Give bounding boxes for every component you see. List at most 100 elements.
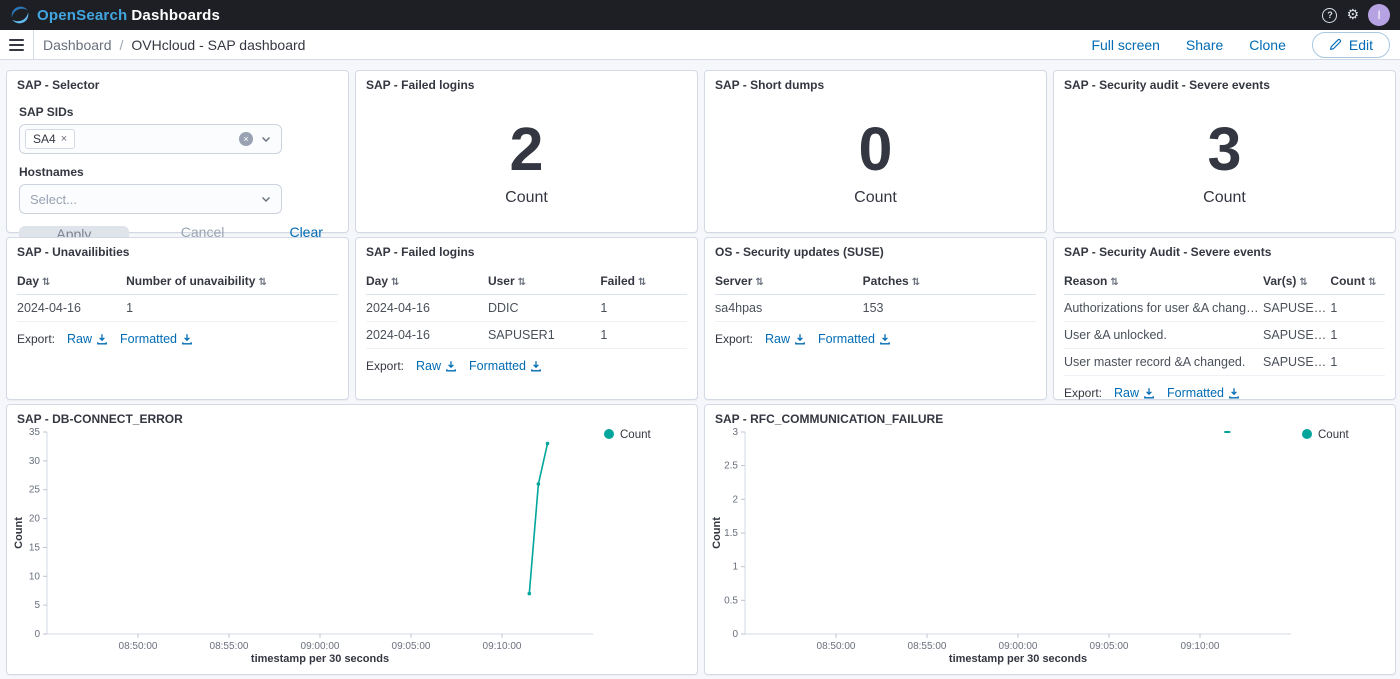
- panel-title: OS - Security updates (SUSE): [715, 245, 884, 259]
- logo-text-secondary: Dashboards: [131, 6, 221, 24]
- column-header-label: Day: [17, 274, 40, 288]
- hostnames-placeholder: Select...: [30, 191, 77, 207]
- svg-text:09:10:00: 09:10:00: [1181, 641, 1220, 652]
- svg-text:timestamp per 30 seconds: timestamp per 30 seconds: [949, 653, 1087, 665]
- export-raw-link[interactable]: Raw: [1114, 386, 1155, 400]
- svg-text:35: 35: [29, 427, 41, 438]
- export-formatted-link[interactable]: Formatted: [1167, 386, 1240, 400]
- table-cell: 2024-04-16: [17, 294, 127, 322]
- clear-selection-icon[interactable]: ×: [239, 132, 253, 146]
- download-icon: [1229, 388, 1239, 399]
- table-cell: SAPUSER1: [1263, 294, 1331, 322]
- table-cell: 1: [1330, 294, 1385, 322]
- column-header-label: Reason: [1064, 274, 1108, 288]
- breadcrumb-dashboard[interactable]: Dashboard: [43, 36, 112, 53]
- column-header-label: User: [487, 274, 515, 288]
- column-header-patches[interactable]: Patches ⇅: [862, 268, 1036, 295]
- menu-icon[interactable]: [0, 30, 34, 59]
- svg-text:10: 10: [29, 571, 41, 582]
- table-cell: SAPUSER1: [487, 321, 601, 349]
- share-button[interactable]: Share: [1185, 36, 1224, 53]
- download-icon: [795, 334, 805, 345]
- export-raw-link[interactable]: Raw: [765, 332, 806, 346]
- svg-text:timestamp per 30 seconds: timestamp per 30 seconds: [251, 653, 389, 665]
- column-header-count[interactable]: Count ⇅: [1330, 268, 1385, 295]
- download-icon: [531, 361, 541, 372]
- svg-text:09:10:00: 09:10:00: [483, 641, 522, 652]
- export-formatted-label: Formatted: [818, 332, 875, 346]
- table-cell: SAPUSER1: [1263, 348, 1331, 376]
- full-screen-button[interactable]: Full screen: [1091, 36, 1160, 53]
- legend-item-count[interactable]: Count: [1302, 429, 1349, 441]
- column-header-day[interactable]: Day ⇅: [17, 268, 127, 295]
- column-header-number-of-unavaibility[interactable]: Number of unavaibility ⇅: [126, 268, 338, 295]
- svg-text:09:05:00: 09:05:00: [392, 641, 431, 652]
- help-icon[interactable]: ?: [1322, 7, 1338, 23]
- table-header-row: Day ⇅ Number of unavaibility ⇅: [17, 268, 338, 295]
- panel-rfc-communication-failure-chart: SAP - RFC_COMMUNICATION_FAILURE 0 0.5 1 1.5…: [704, 404, 1396, 675]
- svg-text:08:50:00: 08:50:00: [119, 641, 158, 652]
- header-controls: ? ⚙ I: [1322, 4, 1390, 26]
- table-cell: 153: [862, 294, 1036, 322]
- user-avatar[interactable]: I: [1368, 4, 1390, 26]
- svg-text:0: 0: [732, 629, 738, 640]
- svg-text:15: 15: [29, 542, 41, 553]
- table-row: User master record &A changed. SAPUSER1 1: [1064, 348, 1385, 376]
- column-header-server[interactable]: Server ⇅: [715, 268, 863, 295]
- table-cell: sa4hpas: [715, 294, 863, 322]
- sort-icon: ⇅: [638, 277, 647, 288]
- breadcrumb-separator: /: [119, 36, 124, 53]
- metric-label: Count: [854, 188, 897, 206]
- table-cell: 1: [1330, 348, 1385, 376]
- panel-sap-short-dumps-metric: SAP - Short dumps 0 Count: [704, 70, 1047, 233]
- settings-icon[interactable]: ⚙: [1346, 7, 1359, 23]
- export-formatted-link[interactable]: Formatted: [120, 332, 193, 346]
- metric-value: 0: [858, 114, 893, 183]
- column-header-user[interactable]: User ⇅: [487, 268, 601, 295]
- svg-text:09:05:00: 09:05:00: [1090, 641, 1129, 652]
- legend-item-count[interactable]: Count: [604, 429, 651, 441]
- export-row: Export: Raw Formatted: [1064, 386, 1385, 400]
- toolbar-actions: Full screen Share Clone Edit: [1091, 31, 1400, 58]
- export-raw-link[interactable]: Raw: [67, 332, 108, 346]
- panel-title: SAP - Security audit - Severe events: [1064, 78, 1270, 92]
- security-audit-table: Reason ⇅ Var(s) ⇅ Count ⇅ Authorizations for u…: [1064, 268, 1385, 376]
- table-cell: Authorizations for user &A changed.: [1064, 294, 1264, 322]
- sort-icon: ⇅: [1368, 277, 1377, 288]
- breadcrumb: Dashboard / OVHcloud - SAP dashboard: [43, 37, 305, 53]
- chevron-down-icon[interactable]: [260, 133, 272, 145]
- breadcrumb-current: OVHcloud - SAP dashboard: [131, 36, 306, 53]
- metric-label: Count: [505, 188, 548, 206]
- export-row: Export: Raw Formatted: [715, 332, 1036, 346]
- logo-text-primary: OpenSearch: [37, 6, 128, 24]
- column-header-day[interactable]: Day ⇅: [366, 268, 488, 295]
- table-row: Authorizations for user &A changed. SAPUS…: [1064, 294, 1385, 322]
- panel-title: SAP - Unavailibities: [17, 245, 130, 259]
- remove-sid-icon[interactable]: ×: [60, 132, 68, 145]
- table-header-row: Server ⇅ Patches ⇅: [715, 268, 1036, 295]
- export-formatted-label: Formatted: [1167, 386, 1224, 400]
- clone-button[interactable]: Clone: [1249, 36, 1286, 53]
- export-label: Export:: [17, 332, 56, 346]
- sap-sids-combobox[interactable]: SA4 × ×: [19, 124, 282, 154]
- export-raw-link[interactable]: Raw: [416, 359, 457, 373]
- export-formatted-link[interactable]: Formatted: [469, 359, 542, 373]
- download-icon: [97, 334, 107, 345]
- hostnames-select[interactable]: Select...: [19, 184, 282, 214]
- column-header-label: Number of unavaibility: [126, 274, 256, 288]
- export-raw-label: Raw: [765, 332, 791, 346]
- chevron-down-icon[interactable]: [260, 193, 272, 205]
- legend-dot-icon: [604, 429, 614, 439]
- column-header-failed[interactable]: Failed ⇅: [600, 268, 687, 295]
- download-icon: [182, 334, 192, 345]
- column-header-var-s-[interactable]: Var(s) ⇅: [1263, 268, 1331, 295]
- opensearch-logo[interactable]: OpenSearch Dashboards: [10, 5, 220, 25]
- column-header-reason[interactable]: Reason ⇅: [1064, 268, 1264, 295]
- panel-title: SAP - RFC_COMMUNICATION_FAILURE: [715, 412, 944, 426]
- download-icon: [880, 334, 890, 345]
- panel-sap-unavailibities-table: SAP - Unavailibities Day ⇅ Number of unava…: [6, 237, 349, 400]
- export-label: Export:: [366, 359, 405, 373]
- export-formatted-link[interactable]: Formatted: [818, 332, 891, 346]
- export-row: Export: Raw Formatted: [17, 332, 338, 346]
- edit-button[interactable]: Edit: [1311, 31, 1390, 58]
